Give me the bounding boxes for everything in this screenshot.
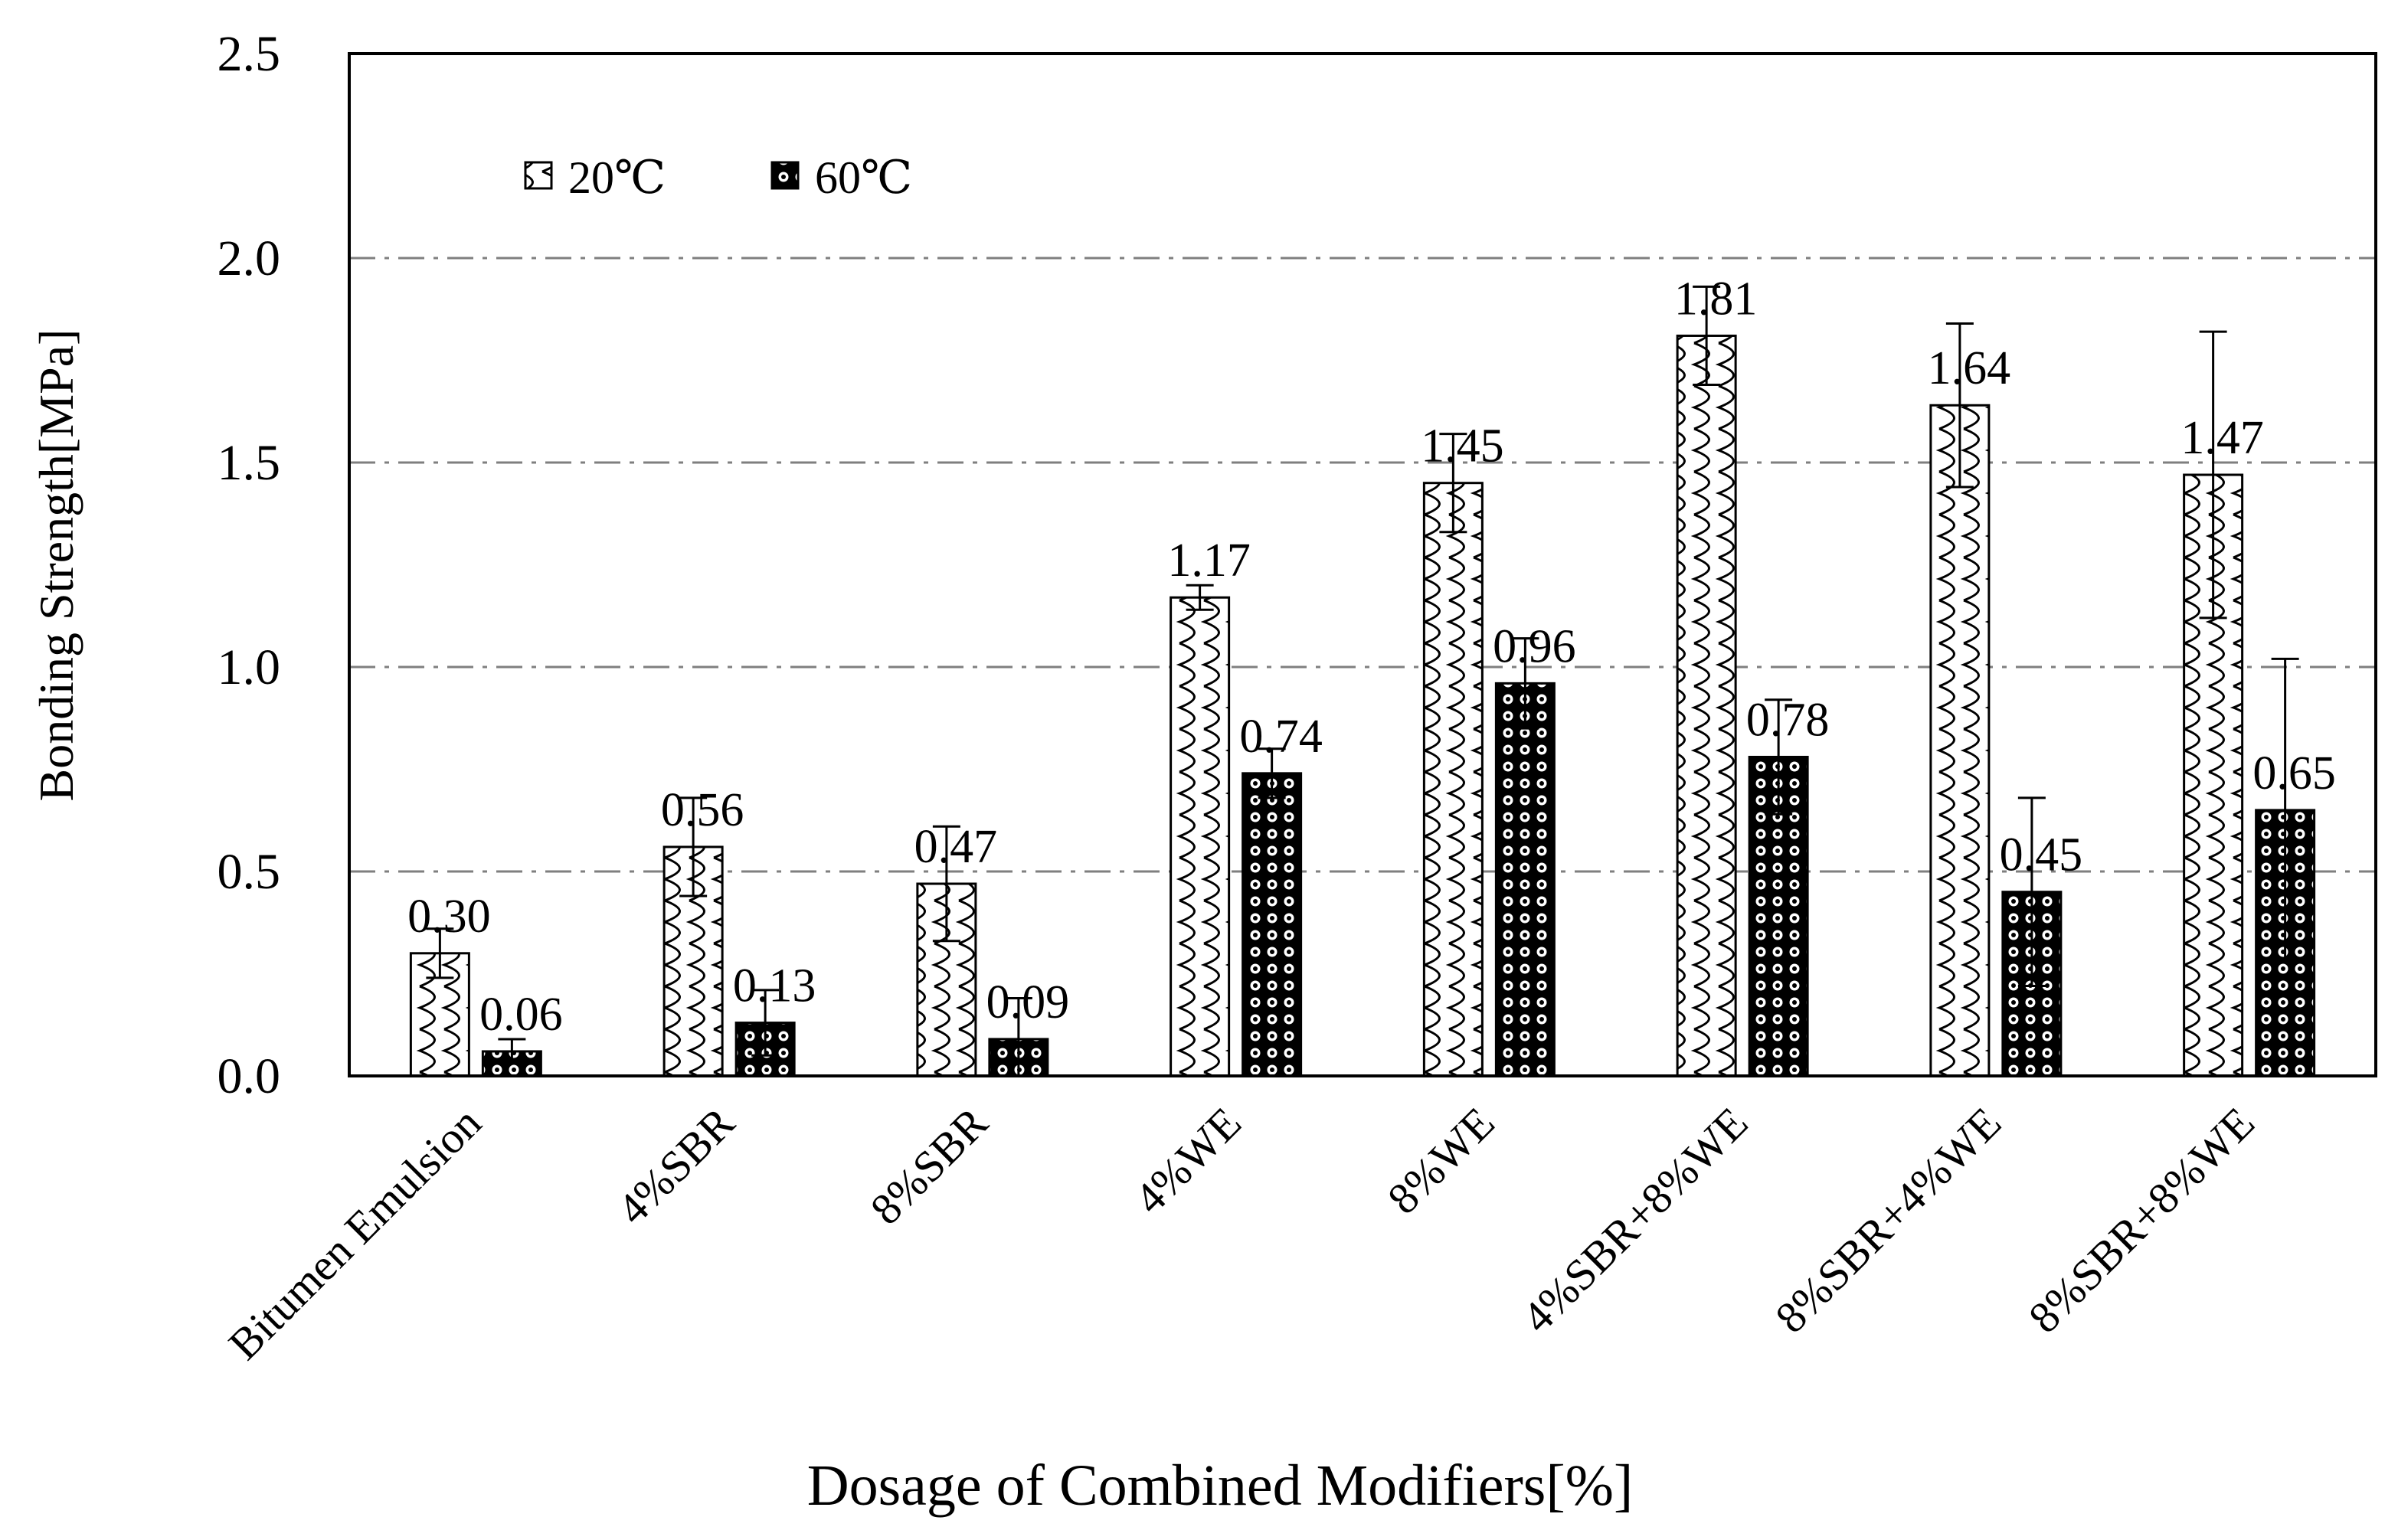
bar-60c bbox=[1242, 772, 1303, 1077]
gridlines bbox=[349, 257, 2376, 873]
x-tick-label: 8%SBR+4%WE bbox=[1765, 1097, 2010, 1342]
data-label: 0.45 bbox=[2000, 829, 2083, 881]
data-label: 0.74 bbox=[1239, 711, 1323, 763]
y-tick-labels: 0.0 0.5 1.0 1.5 2.0 2.5 bbox=[218, 26, 281, 1104]
x-tick-labels: Bitumen Emulsion 4%SBR 8%SBR 4%WE 8%WE 4%SBR+… bbox=[219, 1097, 2264, 1369]
data-label: 0.56 bbox=[661, 784, 744, 836]
data-label: 1.64 bbox=[1928, 342, 2011, 394]
bar-series bbox=[409, 334, 2316, 1077]
bar-20c bbox=[1170, 596, 1231, 1077]
data-label: 0.47 bbox=[914, 821, 998, 873]
data-label: 0.09 bbox=[986, 976, 1070, 1028]
y-tick-label: 1.5 bbox=[218, 435, 281, 491]
x-tick-label: 4%WE bbox=[1124, 1097, 1250, 1223]
y-tick-label: 0.5 bbox=[218, 844, 281, 900]
x-tick-label: 8%SBR bbox=[861, 1097, 997, 1234]
legend-label-20: 20℃ bbox=[568, 152, 666, 203]
x-axis-title: Dosage of Combined Modifiers[%] bbox=[807, 1453, 1634, 1518]
data-label: 0.78 bbox=[1746, 694, 1830, 746]
data-label: 0.30 bbox=[407, 891, 491, 943]
data-label: 1.81 bbox=[1674, 273, 1758, 325]
data-label: 1.17 bbox=[1167, 535, 1251, 587]
data-label: 0.06 bbox=[479, 989, 563, 1041]
x-tick-label: Bitumen Emulsion bbox=[219, 1097, 491, 1369]
data-label: 0.65 bbox=[2252, 747, 2336, 799]
legend: 20℃ 60℃ bbox=[524, 152, 912, 203]
data-label: 1.45 bbox=[1421, 420, 1504, 472]
y-tick-label: 2.0 bbox=[218, 231, 281, 286]
data-label: 0.96 bbox=[1493, 620, 1576, 672]
x-tick-label: 4%SBR bbox=[607, 1097, 744, 1234]
y-tick-label: 1.0 bbox=[218, 639, 281, 695]
legend-label-60: 60℃ bbox=[815, 152, 912, 203]
x-tick-label: 4%SBR+8%WE bbox=[1513, 1097, 1758, 1342]
error-bars bbox=[426, 285, 2299, 1077]
y-tick-label: 0.0 bbox=[218, 1048, 281, 1104]
data-label: 1.47 bbox=[2180, 412, 2264, 464]
bar-60c bbox=[1494, 682, 1556, 1077]
data-label: 0.13 bbox=[733, 960, 816, 1012]
legend-swatch-60 bbox=[770, 161, 800, 190]
x-tick-label: 8%WE bbox=[1378, 1097, 1503, 1223]
data-labels: 0.30 0.06 0.56 0.13 0.47 0.09 1.17 0.74 1.45 0.96… bbox=[407, 273, 2336, 1041]
y-tick-label: 2.5 bbox=[218, 26, 281, 82]
x-tick-label: 8%SBR+8%WE bbox=[2019, 1097, 2264, 1342]
bar-20c bbox=[1422, 482, 1484, 1077]
bar-20c bbox=[1929, 404, 1991, 1077]
bar-20c bbox=[1676, 334, 1737, 1077]
legend-swatch-20 bbox=[524, 161, 553, 190]
y-axis-title: Bonding Strength[MPa] bbox=[29, 329, 83, 802]
plot-frame bbox=[348, 52, 2377, 1077]
